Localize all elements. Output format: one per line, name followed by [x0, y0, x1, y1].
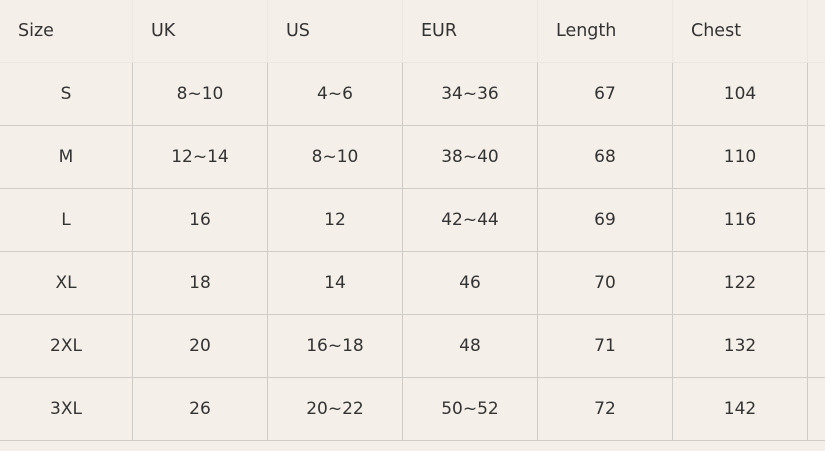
table-cell [808, 252, 825, 314]
table-cell: 69 [538, 189, 673, 251]
column-header: EUR [403, 0, 538, 62]
column-header: US [268, 0, 403, 62]
table-cell: L [0, 189, 133, 251]
table-cell [808, 378, 825, 440]
table-cell: 104 [673, 63, 808, 125]
table-cell [808, 315, 825, 377]
table-cell: 50~52 [403, 378, 538, 440]
table-cell: 48 [403, 315, 538, 377]
table-cell: 26 [133, 378, 268, 440]
table-row: L 16 12 42~44 69 116 [0, 189, 825, 252]
column-header: Size [0, 0, 133, 62]
table-cell: S [0, 63, 133, 125]
table-cell: 12 [268, 189, 403, 251]
table-row: XL 18 14 46 70 122 [0, 252, 825, 315]
table-cell: 68 [538, 126, 673, 188]
table-cell: 46 [403, 252, 538, 314]
table-cell: 2XL [0, 315, 133, 377]
table-cell: 70 [538, 252, 673, 314]
table-cell: 3XL [0, 378, 133, 440]
table-row: S 8~10 4~6 34~36 67 104 [0, 63, 825, 126]
table-cell: 116 [673, 189, 808, 251]
table-cell: 142 [673, 378, 808, 440]
table-cell: 110 [673, 126, 808, 188]
column-header: UK [133, 0, 268, 62]
table-cell: 132 [673, 315, 808, 377]
column-header: Length [538, 0, 673, 62]
table-cell: 16 [133, 189, 268, 251]
table-cell: 8~10 [133, 63, 268, 125]
table-cell: 72 [538, 378, 673, 440]
table-row: M 12~14 8~10 38~40 68 110 [0, 126, 825, 189]
table-cell: 67 [538, 63, 673, 125]
table-cell: 38~40 [403, 126, 538, 188]
table-cell: 12~14 [133, 126, 268, 188]
header-row: Size UK US EUR Length Chest [0, 0, 825, 63]
table-cell: 71 [538, 315, 673, 377]
table-cell [808, 126, 825, 188]
table-row: 2XL 20 16~18 48 71 132 [0, 315, 825, 378]
table-cell [808, 189, 825, 251]
column-header [808, 0, 825, 62]
table-cell: 16~18 [268, 315, 403, 377]
table-cell: XL [0, 252, 133, 314]
table-cell: M [0, 126, 133, 188]
size-chart-table: Size UK US EUR Length Chest S 8~10 4~6 34~36 67 104… [0, 0, 825, 441]
table-cell: 42~44 [403, 189, 538, 251]
table-cell: 14 [268, 252, 403, 314]
table-cell: 4~6 [268, 63, 403, 125]
table-cell: 20 [133, 315, 268, 377]
table-cell [808, 63, 825, 125]
table-cell: 8~10 [268, 126, 403, 188]
table-cell: 122 [673, 252, 808, 314]
table-cell: 18 [133, 252, 268, 314]
table-row: 3XL 26 20~22 50~52 72 142 [0, 378, 825, 441]
table-cell: 20~22 [268, 378, 403, 440]
column-header: Chest [673, 0, 808, 62]
table-cell: 34~36 [403, 63, 538, 125]
